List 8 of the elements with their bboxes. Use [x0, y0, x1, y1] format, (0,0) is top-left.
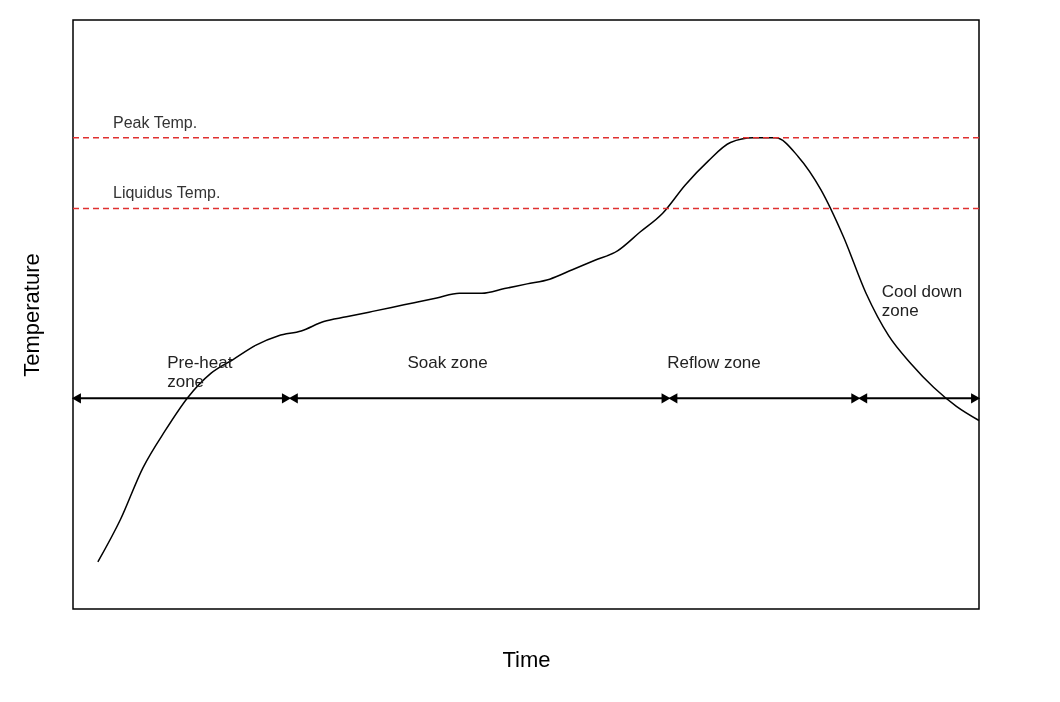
annotation: Reflow zone: [667, 352, 761, 372]
ref-line-label: Liquidus Temp.: [113, 184, 221, 202]
annotation: Cool down zone: [881, 281, 963, 320]
annotation: Pre-heat zone: [167, 352, 233, 391]
y-axis-title: Temperature: [18, 253, 44, 377]
annotation: Soak zone: [407, 352, 488, 372]
ref-line-label: Peak Temp.: [113, 113, 198, 131]
x-axis-title: Time: [502, 646, 551, 672]
